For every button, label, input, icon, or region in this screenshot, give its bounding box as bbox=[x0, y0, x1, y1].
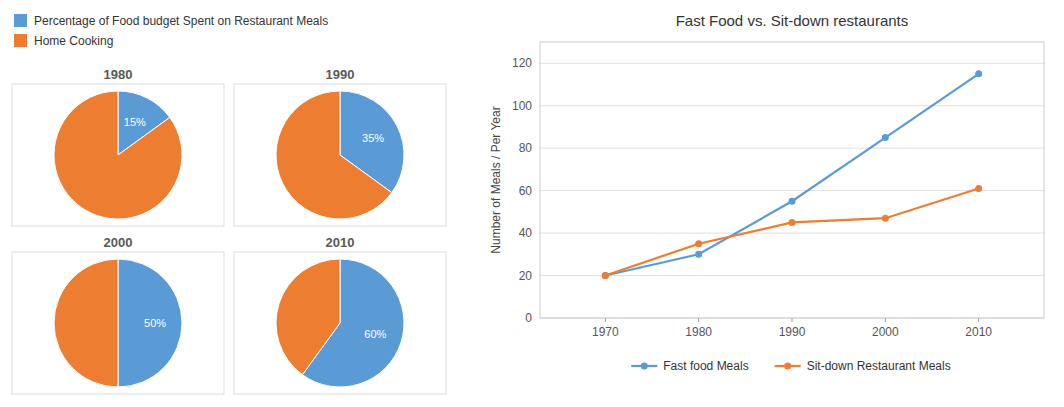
grid-line bbox=[540, 275, 1044, 276]
grid-line bbox=[540, 63, 1044, 64]
series-point bbox=[882, 215, 889, 222]
pie-title: 1990 bbox=[326, 67, 355, 82]
grid-line bbox=[540, 233, 1044, 234]
series-point bbox=[695, 251, 702, 258]
y-tick-label: 120 bbox=[512, 56, 532, 70]
pie-slice bbox=[54, 91, 182, 219]
line-legend: Fast food Meals Sit-down Restaurant Meals bbox=[631, 359, 950, 373]
series-point bbox=[975, 185, 982, 192]
pie-frame bbox=[12, 252, 224, 394]
x-tick-label: 1970 bbox=[592, 325, 619, 339]
legend-label: Percentage of Food budget Spent on Resta… bbox=[34, 14, 328, 28]
pie-frame bbox=[234, 84, 446, 226]
legend-label: Fast food Meals bbox=[663, 359, 748, 373]
x-tick-label: 1990 bbox=[779, 325, 806, 339]
pie-chart: 1990 35% bbox=[234, 67, 446, 226]
pie-slice bbox=[118, 259, 182, 387]
plot-frame bbox=[540, 42, 1044, 318]
series-point bbox=[975, 70, 982, 77]
pie-label: 35% bbox=[362, 132, 384, 144]
y-tick-label: 100 bbox=[512, 99, 532, 113]
series-point bbox=[602, 272, 609, 279]
legend-swatch bbox=[14, 34, 27, 47]
pie-chart: 2010 60% bbox=[234, 235, 446, 394]
pie-label: 50% bbox=[144, 317, 166, 329]
series-point bbox=[789, 219, 796, 226]
pie-chart: 1980 15% bbox=[12, 67, 224, 226]
legend-label: Home Cooking bbox=[34, 34, 113, 48]
y-tick-label: 20 bbox=[519, 269, 533, 283]
grid-line bbox=[540, 105, 1044, 106]
x-tick-label: 2000 bbox=[872, 325, 899, 339]
legend-marker bbox=[641, 363, 648, 370]
legend-swatch bbox=[14, 14, 27, 27]
y-axis-label: Number of Meals / Per Year bbox=[489, 106, 503, 253]
series-line bbox=[605, 188, 978, 275]
legend-label: Sit-down Restaurant Meals bbox=[807, 359, 951, 373]
chart-title: Fast Food vs. Sit-down restaurants bbox=[676, 12, 909, 29]
x-tick bbox=[605, 318, 606, 322]
plot-data bbox=[602, 70, 982, 279]
pie-title: 1980 bbox=[104, 67, 133, 82]
series-point bbox=[882, 134, 889, 141]
series-point bbox=[695, 240, 702, 247]
x-tick bbox=[698, 318, 699, 322]
y-tick-label: 40 bbox=[519, 226, 533, 240]
pie-chart: 2000 50% bbox=[12, 235, 224, 394]
grid-line bbox=[540, 148, 1044, 149]
series-point bbox=[602, 272, 609, 279]
x-tick bbox=[978, 318, 979, 322]
pie-label: 15% bbox=[124, 116, 146, 128]
pie-slice bbox=[276, 91, 392, 219]
chart-canvas: Percentage of Food budget Spent on Resta… bbox=[0, 0, 1064, 407]
pie-frame bbox=[12, 84, 224, 226]
pie-slice bbox=[276, 259, 340, 375]
series-point bbox=[789, 198, 796, 205]
x-tick-label: 2010 bbox=[965, 325, 992, 339]
x-tick-label: 1980 bbox=[685, 325, 712, 339]
pie-title: 2010 bbox=[326, 235, 355, 250]
pie-legend: Percentage of Food budget Spent on Resta… bbox=[14, 14, 328, 48]
pie-title: 2000 bbox=[104, 235, 133, 250]
y-tick-label: 80 bbox=[519, 141, 533, 155]
series-line bbox=[605, 74, 978, 276]
pie-label: 60% bbox=[364, 328, 386, 340]
line-chart: Fast Food vs. Sit-down restaurants 0 20 40 6… bbox=[489, 12, 1044, 373]
legend-marker bbox=[784, 363, 791, 370]
y-tick-label: 0 bbox=[525, 311, 532, 325]
pie-frame bbox=[234, 252, 446, 394]
x-tick bbox=[792, 318, 793, 322]
pie-slice bbox=[54, 259, 118, 387]
x-tick bbox=[885, 318, 886, 322]
y-tick-label: 60 bbox=[519, 184, 533, 198]
